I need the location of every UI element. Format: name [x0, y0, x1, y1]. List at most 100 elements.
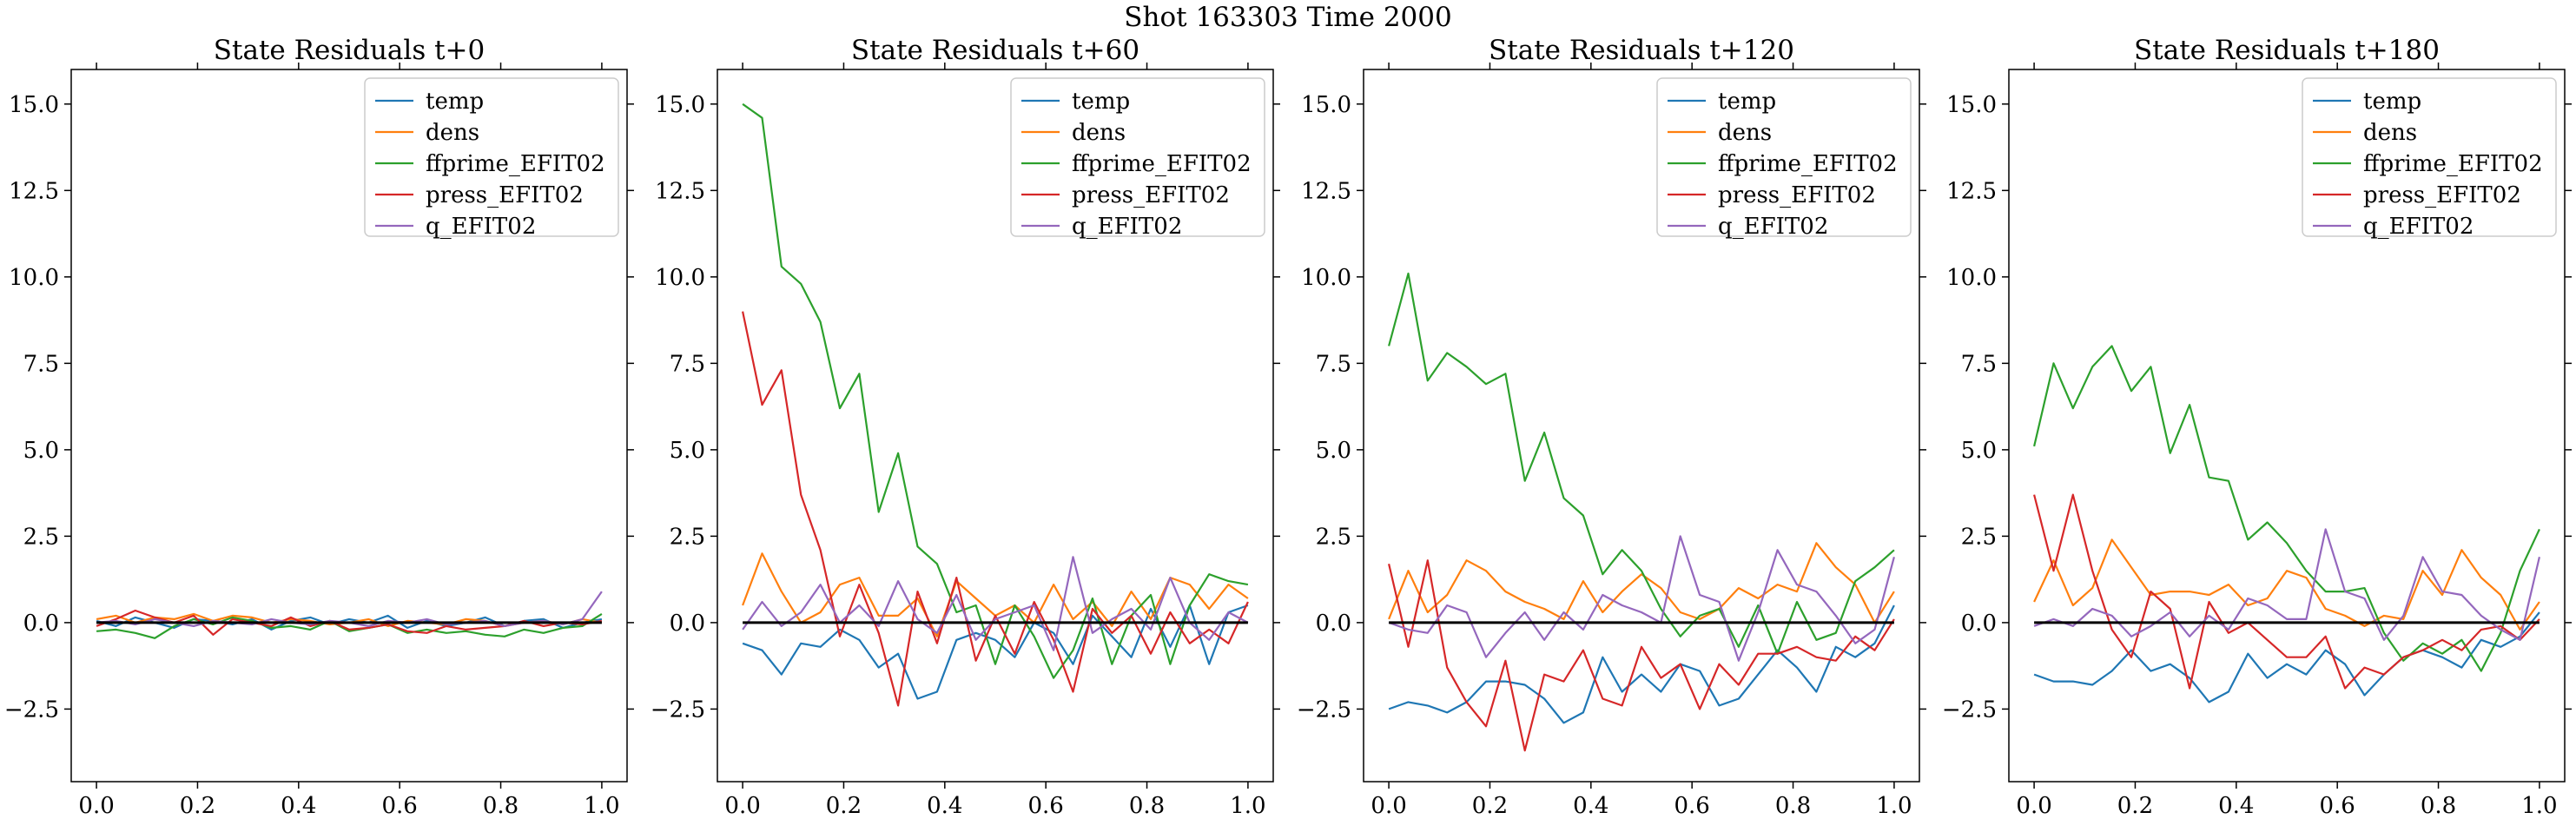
series-line-ffprime_EFIT02	[96, 612, 603, 639]
y-tick-label: 15.0	[655, 92, 705, 118]
x-tick-label: 0.6	[382, 793, 418, 819]
series-line-ffprime_EFIT02	[2033, 345, 2540, 672]
legend-label: dens	[426, 120, 479, 146]
figure-title: Shot 163303 Time 2000	[1124, 2, 1452, 33]
legend-label: dens	[1718, 120, 1772, 146]
y-tick-label: 5.0	[670, 438, 705, 464]
chart-panel-3: State Residuals t+120 0.0 0.2 0.4 0.6 0.8 1.0 −…	[1297, 35, 1926, 819]
plot-frame	[1363, 69, 1920, 783]
x-tick-label: 1.0	[584, 793, 619, 819]
legend: temp dens ffprime_EFIT02 press_EFIT02 q_EFIT…	[2302, 77, 2557, 240]
y-tick-label: 2.5	[670, 524, 705, 550]
series-line-dens	[2033, 538, 2540, 631]
chart-panel-4: State Residuals t+180 0.0 0.2 0.4 0.6 0.8 1.0 −…	[1942, 35, 2572, 819]
x-tick-label: 0.0	[78, 793, 114, 819]
x-tick-label: 0.2	[2117, 793, 2153, 819]
y-tick-label: −2.5	[1297, 697, 1351, 723]
legend-label: q_EFIT02	[2363, 214, 2474, 240]
legend-box	[1656, 77, 1912, 237]
legend-label: ffprime_EFIT02	[2363, 151, 2543, 177]
y-tick-label: 0.0	[670, 611, 705, 637]
y-tick-label: 7.5	[23, 351, 59, 377]
chart-title: State Residuals t+120	[1489, 35, 1794, 66]
x-tick-label: 0.4	[927, 793, 962, 819]
y-tick-label: −2.5	[4, 697, 59, 723]
y-tick-label: 10.0	[9, 265, 59, 291]
x-tick-label: 0.6	[1028, 793, 1064, 819]
series-line-dens	[742, 552, 1249, 637]
legend-label: ffprime_EFIT02	[1072, 151, 1252, 177]
legend-label: temp	[426, 89, 484, 115]
legend: temp dens ffprime_EFIT02 press_EFIT02 q_EFIT…	[1656, 77, 1912, 240]
y-tick-label: 15.0	[1946, 92, 1997, 118]
y-tick-label: 2.5	[1316, 524, 1351, 550]
x-tick-label: 0.4	[1573, 793, 1608, 819]
series-line-press_EFIT02	[742, 311, 1249, 707]
y-tick-label: 5.0	[1961, 438, 1997, 464]
y-tick-label: 15.0	[1301, 92, 1351, 118]
x-tick-label: 0.2	[826, 793, 862, 819]
y-tick-label: 7.5	[670, 351, 705, 377]
plot-frame	[70, 69, 628, 783]
legend-label: q_EFIT02	[1718, 214, 1828, 240]
chart-title: State Residuals t+180	[2134, 35, 2440, 66]
series-line-press_EFIT02	[2033, 493, 2540, 690]
y-tick-label: 12.5	[1946, 178, 1997, 204]
legend-box	[2302, 77, 2557, 237]
x-tick-label: 0.2	[1472, 793, 1508, 819]
legend-label: ffprime_EFIT02	[1718, 151, 1898, 177]
plot-frame	[2008, 69, 2566, 783]
legend: temp dens ffprime_EFIT02 press_EFIT02 q_EFIT…	[1010, 77, 1265, 240]
chart-title: State Residuals t+0	[214, 35, 485, 66]
legend-label: temp	[2363, 89, 2421, 115]
y-tick-label: 10.0	[655, 265, 705, 291]
y-tick-label: 5.0	[1316, 438, 1351, 464]
y-tick-label: 12.5	[655, 178, 705, 204]
series-group	[2033, 345, 2540, 703]
x-tick-label: 1.0	[1876, 793, 1912, 819]
chart-title: State Residuals t+60	[851, 35, 1139, 66]
series-line-dens	[1388, 542, 1895, 624]
legend-label: q_EFIT02	[1072, 214, 1182, 240]
series-line-temp	[742, 604, 1249, 700]
legend-label: press_EFIT02	[2363, 182, 2521, 208]
legend-label: press_EFIT02	[1718, 182, 1876, 208]
series-group	[1388, 272, 1895, 752]
legend-box	[1010, 77, 1265, 237]
legend-label: q_EFIT02	[426, 214, 536, 240]
y-tick-label: 5.0	[23, 438, 59, 464]
x-tick-label: 0.8	[1129, 793, 1165, 819]
series-line-ffprime_EFIT02	[742, 102, 1249, 679]
legend-label: temp	[1072, 89, 1130, 115]
y-tick-label: 15.0	[9, 92, 59, 118]
x-tick-label: 0.8	[1775, 793, 1811, 819]
x-tick-label: 0.8	[483, 793, 519, 819]
x-tick-label: 0.0	[724, 793, 760, 819]
legend-box	[364, 77, 619, 237]
series-line-temp	[1388, 604, 1895, 724]
x-tick-label: 0.4	[281, 793, 316, 819]
series-line-q_EFIT02	[742, 556, 1249, 651]
series-group	[96, 591, 603, 639]
y-tick-label: 7.5	[1316, 351, 1351, 377]
x-tick-label: 0.6	[1674, 793, 1710, 819]
legend-label: press_EFIT02	[426, 182, 584, 208]
y-tick-label: 0.0	[1316, 611, 1351, 637]
y-tick-label: −2.5	[651, 697, 705, 723]
legend-label: dens	[2363, 120, 2417, 146]
series-line-ffprime_EFIT02	[1388, 272, 1895, 655]
x-tick-label: 0.4	[2218, 793, 2254, 819]
series-line-q_EFIT02	[1388, 535, 1895, 662]
y-tick-label: 0.0	[23, 611, 59, 637]
legend-label: press_EFIT02	[1072, 182, 1230, 208]
y-tick-label: 2.5	[23, 524, 59, 550]
legend: temp dens ffprime_EFIT02 press_EFIT02 q_EFIT…	[364, 77, 619, 240]
x-tick-label: 0.2	[180, 793, 215, 819]
y-tick-label: 2.5	[1961, 524, 1997, 550]
x-tick-label: 1.0	[1230, 793, 1265, 819]
chart-panel-2: State Residuals t+60 0.0 0.2 0.4 0.6 0.8 1.0 −2…	[651, 35, 1280, 819]
y-tick-label: 12.5	[1301, 178, 1351, 204]
y-tick-label: 10.0	[1301, 265, 1351, 291]
series-group	[742, 102, 1249, 707]
